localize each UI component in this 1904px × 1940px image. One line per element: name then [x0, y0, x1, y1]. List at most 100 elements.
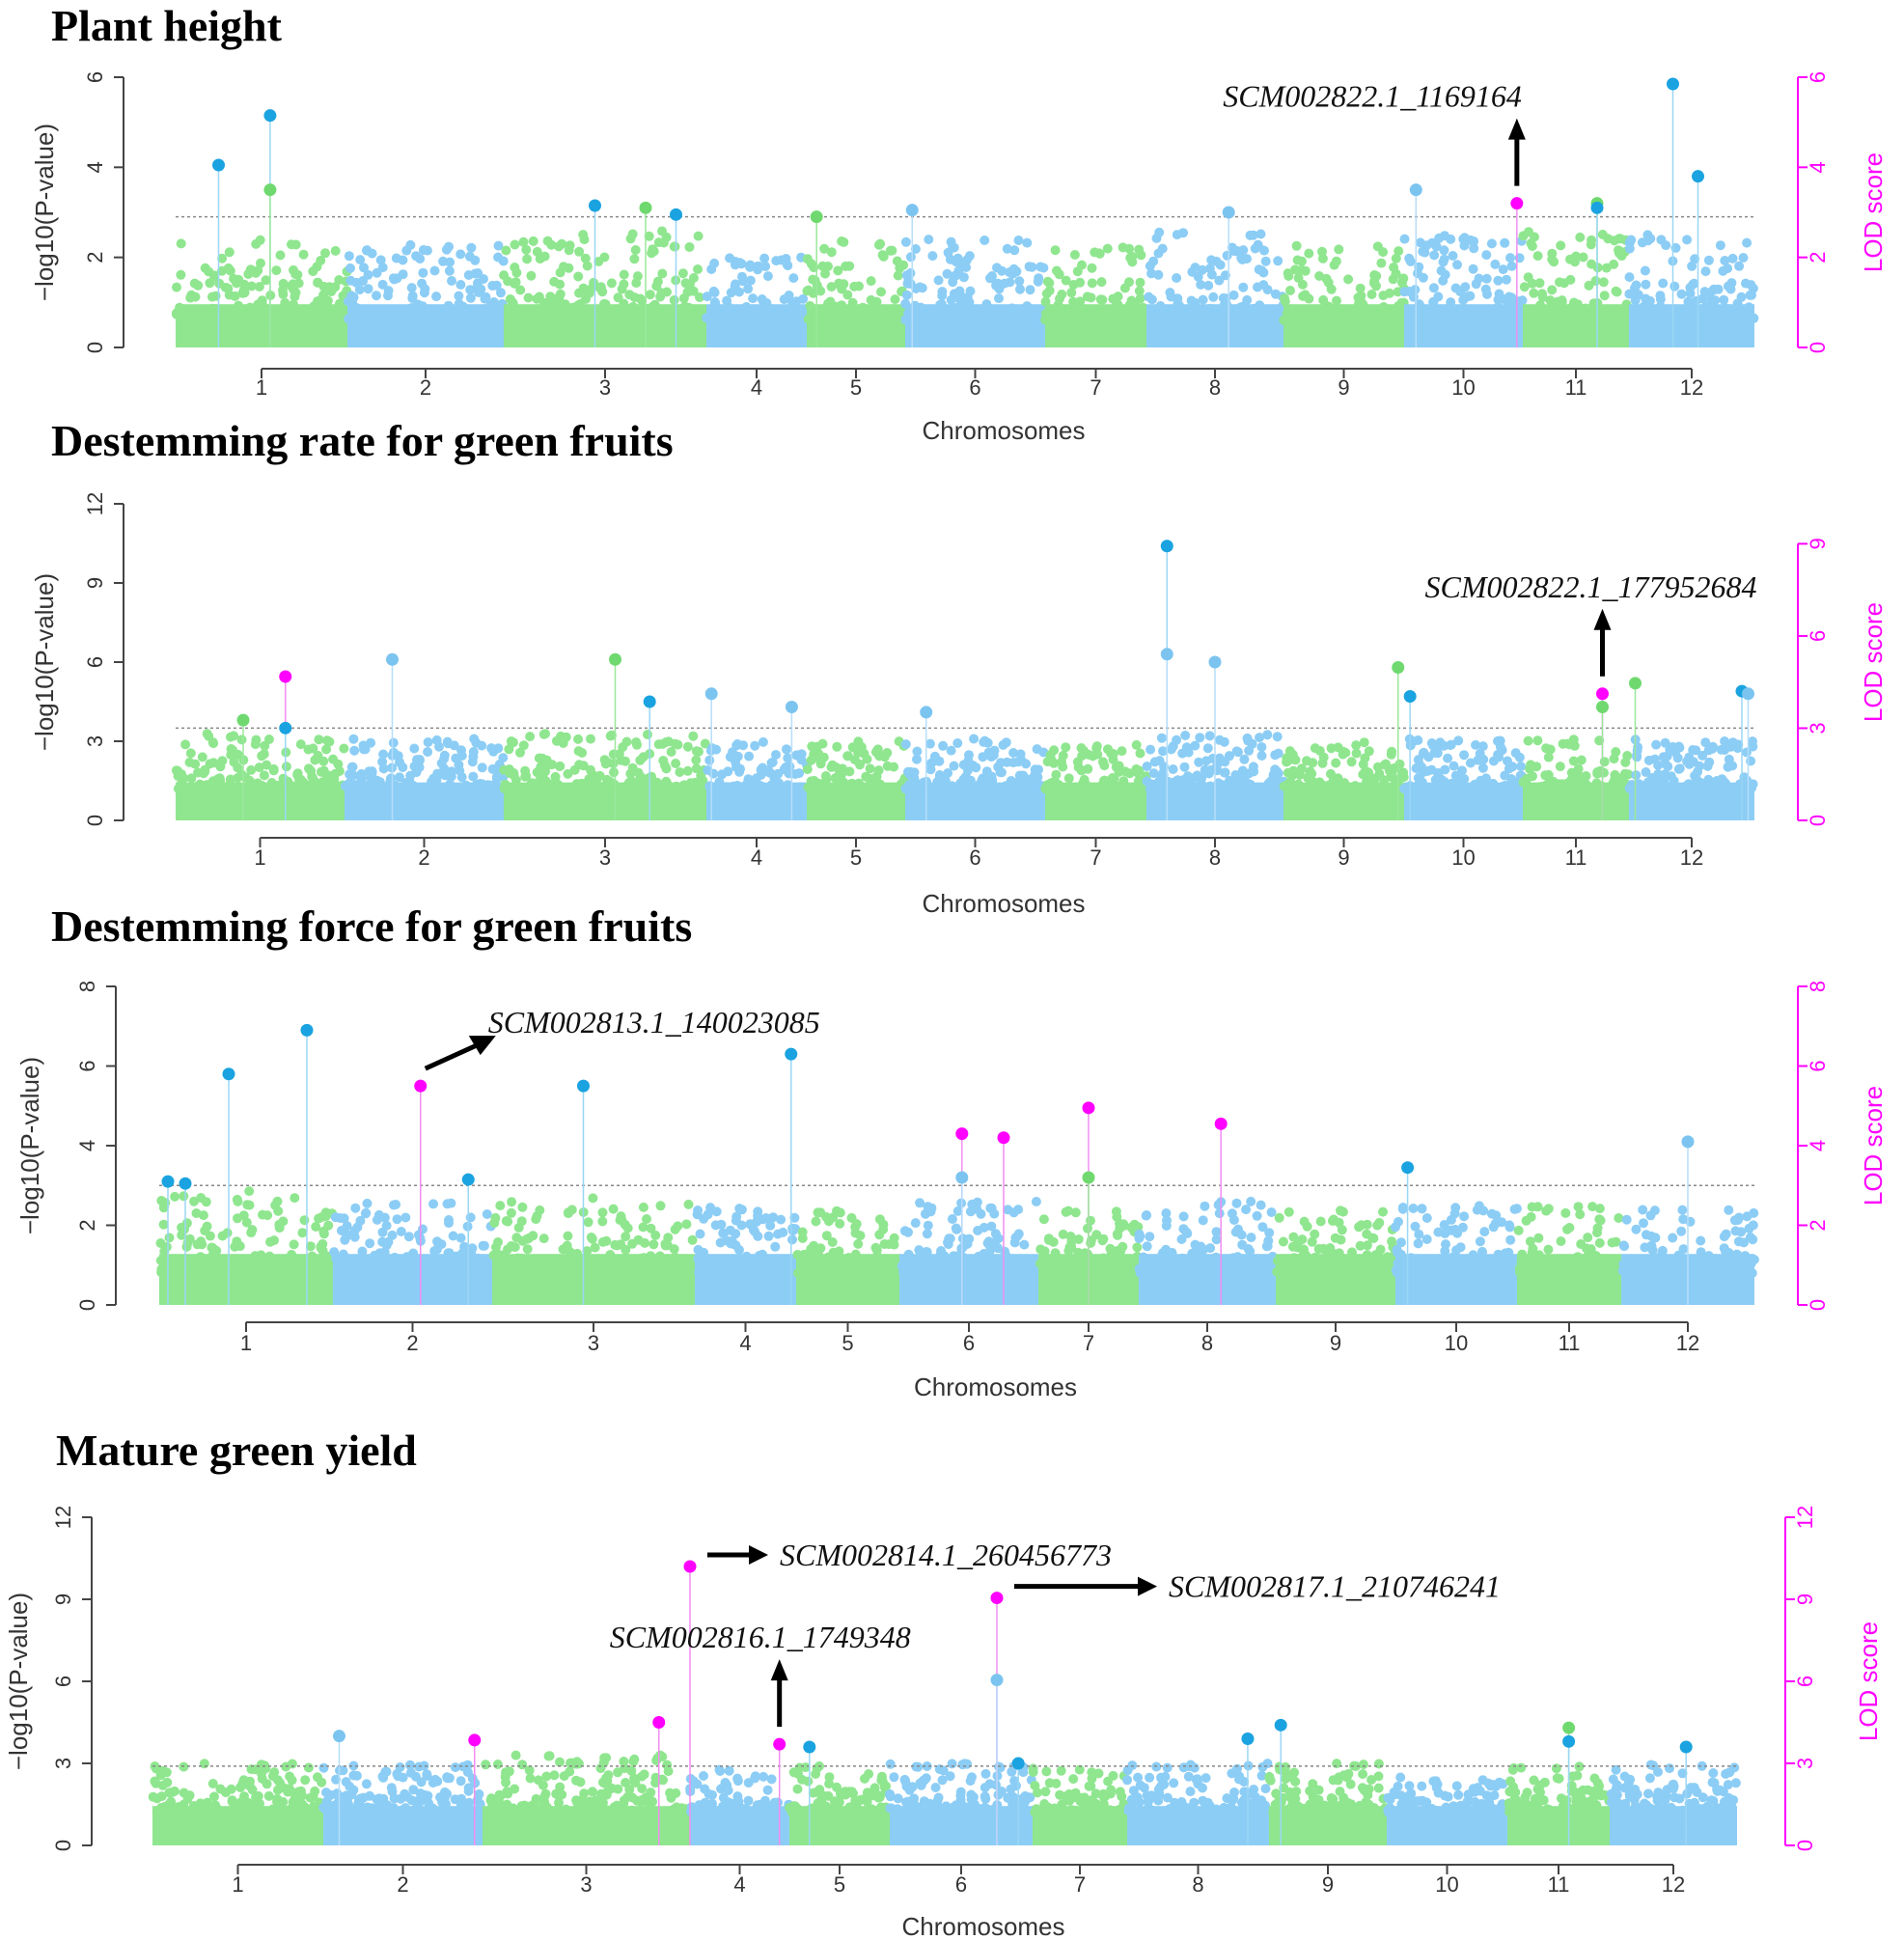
snp-point	[1031, 1197, 1041, 1206]
snp-point	[1414, 1229, 1424, 1239]
snp-point	[1581, 303, 1591, 314]
snp-point	[1439, 245, 1449, 256]
snp-point	[321, 744, 332, 755]
snp-point	[350, 1203, 361, 1213]
snp-point	[1270, 750, 1281, 761]
snp-point	[314, 734, 324, 745]
snp-point	[494, 1260, 505, 1270]
snp-point	[677, 268, 688, 279]
snp-point	[671, 759, 681, 768]
snp-point	[411, 251, 422, 262]
snp-point	[1555, 762, 1565, 772]
snp-point	[1141, 1266, 1151, 1277]
snp-point	[1070, 313, 1081, 323]
snp-point	[1062, 1257, 1072, 1267]
snp-point	[1734, 261, 1745, 271]
snp-point	[1642, 1230, 1651, 1240]
snp-point	[964, 1233, 975, 1244]
snp-point	[1151, 233, 1162, 243]
chromosome-label: 10	[1445, 1331, 1468, 1355]
snp-point	[998, 1265, 1008, 1276]
snp-point	[1038, 1214, 1049, 1225]
snp-point	[1068, 296, 1079, 307]
snp-point	[375, 255, 386, 265]
snp-point	[643, 784, 653, 793]
snp-point	[275, 250, 286, 261]
snp-point	[176, 269, 186, 280]
snp-point	[1323, 1268, 1334, 1278]
snp-point	[1682, 235, 1693, 245]
snp-point	[608, 749, 619, 760]
snp-point	[1409, 315, 1420, 324]
snp-point	[925, 758, 936, 768]
snp-point	[230, 1241, 240, 1252]
snp-point	[1597, 315, 1608, 325]
snp-point	[305, 311, 315, 321]
snp-point	[1543, 752, 1554, 762]
snp-point	[1355, 1268, 1366, 1278]
significant-snp-point	[920, 706, 933, 719]
snp-point	[1333, 742, 1343, 753]
snp-point	[528, 236, 538, 246]
snp-point	[1145, 744, 1156, 755]
snp-point	[688, 731, 699, 741]
significant-snp-point	[1681, 1135, 1695, 1149]
snp-point	[1727, 737, 1738, 748]
snp-point	[349, 745, 360, 756]
snp-point	[1671, 306, 1682, 317]
snp-point	[228, 745, 237, 756]
snp-point	[1013, 757, 1024, 767]
snp-point	[1408, 1204, 1419, 1213]
snp-point	[663, 1233, 674, 1243]
snp-point	[318, 765, 329, 776]
snp-point	[702, 291, 712, 302]
snp-point	[1236, 1230, 1247, 1240]
snp-point	[1174, 301, 1185, 312]
snp-point	[885, 245, 896, 256]
snp-point	[352, 1262, 363, 1272]
snp-point	[454, 291, 464, 301]
snp-point	[1231, 246, 1242, 256]
snp-point	[676, 784, 686, 794]
snp-point	[933, 275, 944, 286]
snp-point	[1724, 304, 1734, 315]
snp-point	[918, 311, 927, 321]
significant-snp-point	[577, 1079, 590, 1093]
panel-title: Plant height	[51, 1, 283, 50]
snp-point	[1039, 1246, 1050, 1257]
snp-point	[1650, 1233, 1661, 1243]
snp-point	[1222, 250, 1232, 261]
snp-point	[1248, 230, 1258, 240]
snp-point	[517, 1265, 528, 1276]
snp-point	[1724, 1248, 1734, 1258]
snp-point	[805, 314, 815, 324]
snp-point	[1471, 305, 1481, 316]
snp-point	[581, 293, 591, 304]
snp-point	[1287, 780, 1298, 790]
snp-point	[1086, 1215, 1095, 1226]
snp-point	[506, 1207, 516, 1218]
snp-point	[883, 1267, 894, 1278]
snp-point	[993, 762, 1004, 772]
snp-point	[1321, 314, 1332, 324]
snp-point	[222, 1228, 233, 1238]
snp-point	[1744, 1223, 1754, 1233]
snp-point	[1557, 308, 1567, 319]
snp-point	[573, 746, 584, 757]
snp-point	[428, 1199, 438, 1209]
snp-point	[225, 1254, 235, 1264]
snp-point	[184, 757, 195, 767]
snp-point	[1688, 745, 1698, 755]
snp-point	[865, 763, 875, 774]
snp-point	[1091, 741, 1102, 752]
snp-point	[1058, 750, 1068, 761]
snp-point	[295, 739, 306, 750]
snp-point	[675, 767, 685, 777]
snp-point	[1200, 764, 1210, 775]
snp-point	[946, 745, 956, 756]
snp-point	[1431, 241, 1442, 252]
snp-point	[246, 1228, 257, 1238]
